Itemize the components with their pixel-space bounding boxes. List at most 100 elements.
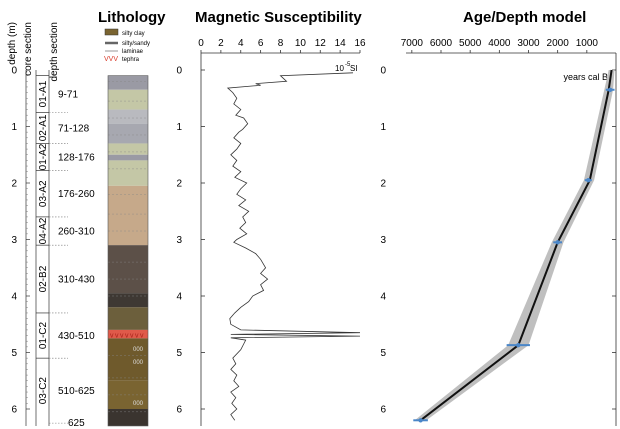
magnetic-y-tick-label: 1 xyxy=(176,122,182,133)
magnetic-x-tick-label: 14 xyxy=(335,38,347,49)
lithology-layer xyxy=(108,89,148,110)
core-section-name: 03-A2 xyxy=(38,180,49,207)
tephra-mark: v xyxy=(140,332,144,339)
lithology-layer xyxy=(108,293,148,308)
magnetic-x-tick-label: 6 xyxy=(258,38,264,49)
lithology-title: Lithology xyxy=(98,9,166,26)
lithology-layer xyxy=(108,70,148,76)
bottom-depth-label: 625 xyxy=(68,418,85,429)
depth-section-label: 430-510 xyxy=(58,331,95,342)
lithology-layer xyxy=(108,185,148,246)
tephra-mark: v xyxy=(135,332,139,339)
magnetic-susceptibility-line xyxy=(226,72,361,421)
age-x-tick-label: 2000 xyxy=(547,38,570,49)
age-depth-panel: Age/Depth model 7000 6000 5000 4000 3000 2000… xyxy=(380,9,617,426)
magnetic-x-tick-label: 0 xyxy=(198,38,204,49)
core-section-header: core section xyxy=(23,22,34,76)
magnetic-y-tick-label: 3 xyxy=(176,235,182,246)
age-y-tick-label: 2 xyxy=(380,179,386,190)
core-section-name: 01-A1 xyxy=(38,80,49,107)
depth-tick-label: 5 xyxy=(11,348,17,359)
age-y-tick-label: 4 xyxy=(380,292,386,303)
age-y-tick-label: 0 xyxy=(380,66,386,77)
dating-points xyxy=(413,87,615,423)
age-depth-axes: 7000 6000 5000 4000 3000 2000 1000 0 1 2 3 4 5 6 xyxy=(380,38,617,426)
age-x-tick-label: 4000 xyxy=(488,38,511,49)
magnetic-y-tick-label: 0 xyxy=(176,66,182,77)
age-model-line xyxy=(419,69,613,422)
age-x-tick-label: 6000 xyxy=(430,38,453,49)
date-point xyxy=(516,342,521,348)
pebble-mark: 000 xyxy=(133,401,144,407)
depth-section-label: 176-260 xyxy=(58,189,95,200)
tephra-mark: v xyxy=(125,332,129,339)
age-y-tick-label: 6 xyxy=(380,405,386,416)
core-section-name: 02-A1 xyxy=(38,114,49,141)
age-y-tick-label: 5 xyxy=(380,348,386,359)
lithology-layer xyxy=(108,329,148,339)
lithology-layer xyxy=(108,160,148,186)
depth-tick-label: 2 xyxy=(11,179,17,190)
lithology-panel: Lithology silty clay silty/sandy laminae… xyxy=(98,9,166,427)
date-point xyxy=(607,87,613,92)
legend-swatch-silty-clay xyxy=(104,28,119,36)
core-section-name: 01-C2 xyxy=(38,322,49,350)
core-section-name: 04-A2 xyxy=(38,217,49,244)
depth-section-label: 510-625 xyxy=(58,386,95,397)
pebble-mark: 000 xyxy=(133,347,144,353)
lithology-layer xyxy=(108,143,148,155)
magnetic-x-tick-label: 8 xyxy=(278,38,284,49)
magnetic-panel: Magnetic Susceptibility 0 2 4 6 8 10 12 14 16012… xyxy=(176,9,366,426)
magnetic-unit-base: 10 xyxy=(335,64,344,73)
magnetic-unit-exp: -5 xyxy=(345,62,351,68)
core-panel: depth (m) core section depth section 012… xyxy=(7,22,95,429)
lithology-layer xyxy=(108,75,148,90)
depth-section-label: 260-310 xyxy=(58,227,95,238)
lithology-layer xyxy=(108,245,148,294)
magnetic-x-tick-label: 4 xyxy=(238,38,244,49)
lithology-layer xyxy=(108,409,148,426)
depth-tick-label: 4 xyxy=(11,292,17,303)
date-point xyxy=(555,240,560,245)
magnetic-y-tick-label: 5 xyxy=(176,348,182,359)
date-point xyxy=(418,418,423,423)
depth-tick-label: 1 xyxy=(11,122,17,133)
legend-label-tephra: tephra xyxy=(122,57,140,63)
magnetic-unit-suffix: SI xyxy=(350,64,358,73)
magnetic-x-tick-label: 12 xyxy=(315,38,327,49)
age-model-uncertainty-envelope xyxy=(414,70,615,421)
depth-section-label: 9-71 xyxy=(58,90,78,101)
age-x-tick-label: 3000 xyxy=(517,38,540,49)
age-axis-label: years cal BP xyxy=(563,72,614,82)
depth-tick-group: 0 1 2 3 4 5 6 xyxy=(11,66,50,426)
age-x-tick-label: 7000 xyxy=(401,38,424,49)
core-section-name: 03-C2 xyxy=(38,377,49,405)
depth-section-header: depth section xyxy=(49,22,60,82)
tephra-mark: v xyxy=(110,332,114,339)
core-section-name: 01-A2 xyxy=(38,143,49,170)
lithology-layer xyxy=(108,154,148,161)
magnetic-x-tick-label: 10 xyxy=(295,38,307,49)
age-x-tick-label: 1000 xyxy=(576,38,599,49)
lithology-legend: silty clay silty/sandy laminae VVV tephr… xyxy=(104,28,150,63)
tephra-mark: v xyxy=(115,332,119,339)
tephra-mark: v xyxy=(120,332,124,339)
magnetic-y-tick-label: 4 xyxy=(176,292,182,303)
legend-label-silty-clay: silty clay xyxy=(122,31,145,37)
magnetic-x-tick-label: 2 xyxy=(218,38,224,49)
lithology-layer xyxy=(108,338,148,381)
legend-label-laminae: laminae xyxy=(122,49,144,55)
magnetic-x-tick-label: 16 xyxy=(354,38,366,49)
pebble-mark: 000 xyxy=(133,360,144,366)
depth-tick-label: 0 xyxy=(11,66,17,77)
date-point xyxy=(586,177,591,183)
lithology-layer xyxy=(108,109,148,124)
depth-section-label: 310-430 xyxy=(58,275,95,286)
lithology-layer xyxy=(108,307,148,330)
core-section-name: 02-B2 xyxy=(38,265,49,292)
age-x-tick-label: 5000 xyxy=(459,38,482,49)
lithology-layer xyxy=(108,123,148,144)
